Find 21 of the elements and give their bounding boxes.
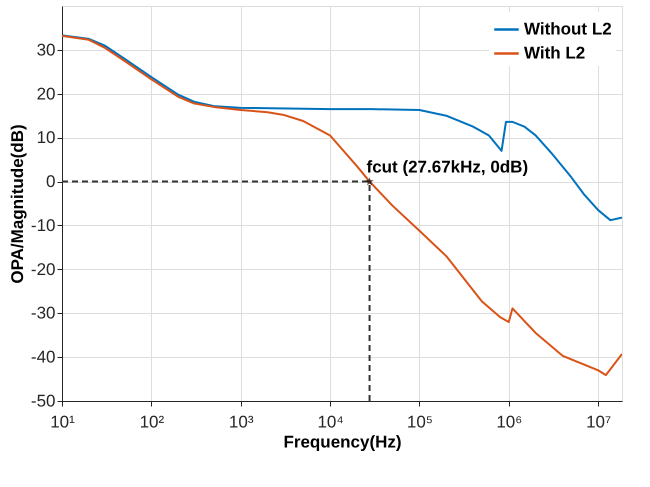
y-axis-title: OPA/Magnitude(dB)	[8, 124, 27, 284]
x-tick-label: 10⁷	[586, 412, 612, 432]
x-tick-label: 10³	[228, 412, 254, 432]
legend-label: Without L2	[524, 20, 612, 38]
annotation: fcut (27.67kHz, 0dB)	[366, 158, 528, 177]
x-tick-label: 10⁵	[406, 412, 433, 432]
x-tick-label: 10⁶	[496, 412, 522, 432]
y-tick-label: 20	[36, 84, 56, 104]
y-tick-label: 10	[36, 128, 56, 148]
y-tick-label: 0	[46, 172, 56, 192]
x-tick-label: 10¹	[50, 412, 76, 432]
x-axis-title: Frequency(Hz)	[283, 432, 402, 452]
y-tick-label: -50	[30, 392, 56, 410]
y-tick-label: -20	[30, 260, 56, 279]
legend-label: With L2	[524, 44, 586, 62]
y-tick-label: -30	[30, 304, 56, 323]
y-tick-label: -10	[30, 216, 56, 235]
y-tick-label: 30	[36, 40, 56, 60]
y-tick-label: -40	[30, 348, 56, 367]
x-tick-label: 10²	[140, 412, 164, 432]
x-tick-label: 10⁴	[317, 412, 344, 432]
